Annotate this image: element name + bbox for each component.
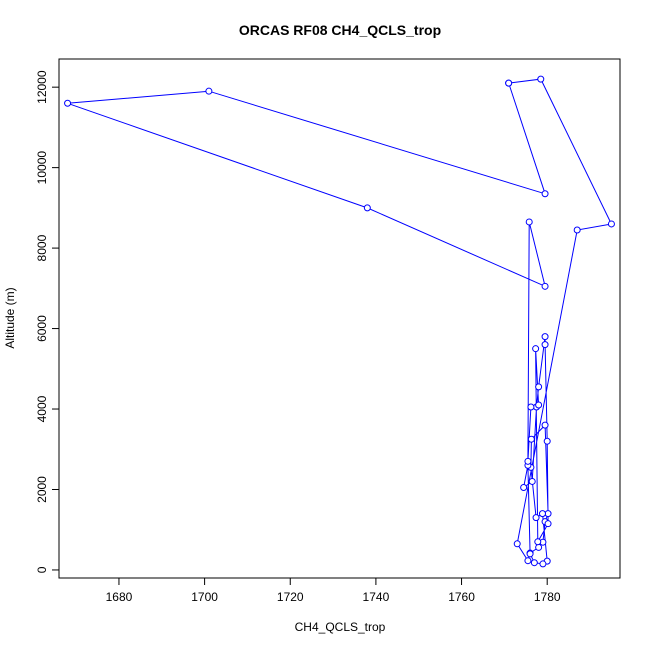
data-point: [535, 401, 543, 409]
plot-frame: [58, 58, 621, 579]
x-axis: 1680 1700 1720 1740 1760 1780: [106, 578, 561, 604]
data-point: [525, 218, 533, 226]
y-axis-label: Altitude (m): [3, 287, 17, 348]
data-point: [527, 403, 535, 411]
data-point: [541, 190, 549, 198]
data-point: [541, 421, 549, 429]
data-point: [543, 437, 551, 445]
x-tick-label: 1700: [191, 590, 218, 604]
data-point: [64, 99, 72, 107]
data-point: [534, 538, 542, 546]
data-point: [535, 383, 543, 391]
x-tick-label: 1760: [448, 590, 475, 604]
data-points: [64, 75, 615, 568]
data-point: [607, 220, 615, 228]
y-tick-label: 0: [35, 566, 49, 573]
y-tick-label: 6000: [35, 315, 49, 342]
y-axis: 0 2000 4000 6000 8000 10000 12000: [35, 70, 59, 573]
x-tick-label: 1680: [106, 590, 133, 604]
data-point: [541, 341, 549, 349]
data-point: [526, 550, 534, 558]
data-point: [532, 345, 540, 353]
data-point: [573, 226, 581, 234]
series-line: [67, 78, 613, 565]
y-tick-label: 10000: [35, 151, 49, 185]
data-point: [505, 79, 513, 87]
data-point: [537, 75, 545, 83]
y-tick-label: 2000: [35, 476, 49, 503]
data-point: [544, 520, 552, 528]
x-tick-label: 1740: [363, 590, 390, 604]
y-tick-label: 8000: [35, 234, 49, 261]
data-point: [538, 510, 546, 518]
chart-title: ORCAS RF08 CH4_QCLS_trop: [239, 22, 441, 38]
data-point: [524, 457, 532, 465]
data-point: [530, 559, 538, 567]
data-point: [513, 540, 521, 548]
y-tick-label: 4000: [35, 395, 49, 422]
data-point: [524, 557, 532, 565]
data-point: [527, 435, 535, 443]
data-point: [528, 477, 536, 485]
data-point: [532, 514, 540, 522]
x-tick-label: 1780: [534, 590, 561, 604]
data-point: [535, 543, 543, 551]
data-point: [520, 483, 528, 491]
data-point: [541, 282, 549, 290]
data-point: [541, 333, 549, 341]
x-axis-label: CH4_QCLS_trop: [295, 620, 386, 634]
data-point: [539, 560, 547, 568]
y-tick-label: 12000: [35, 70, 49, 104]
data-point: [363, 204, 371, 212]
x-tick-label: 1720: [277, 590, 304, 604]
data-point: [205, 87, 213, 95]
